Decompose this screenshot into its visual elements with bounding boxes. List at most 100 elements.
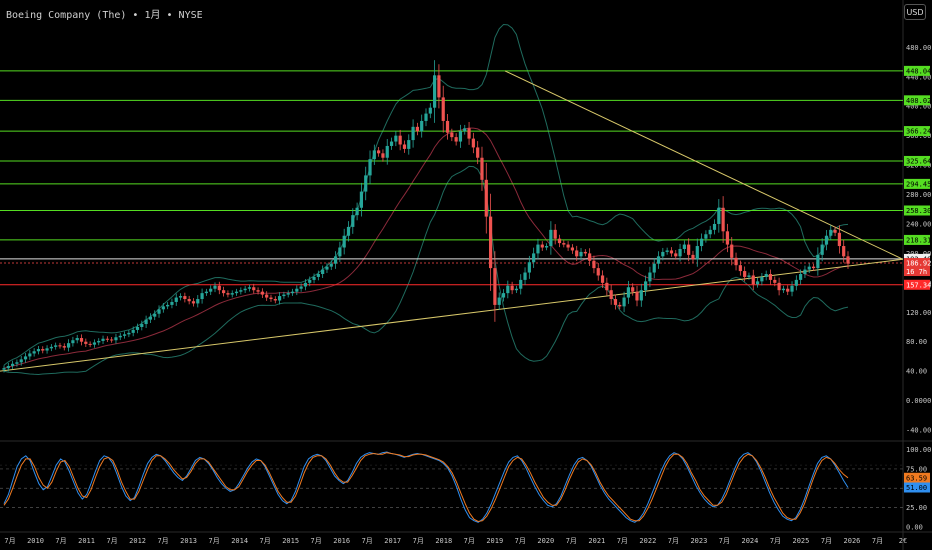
candle-body [54, 345, 58, 347]
candle-body [295, 288, 299, 292]
candle-body [644, 281, 648, 291]
green-level-tag [904, 95, 930, 106]
candle-body [15, 362, 19, 364]
candle-body [394, 135, 398, 142]
candle-body [618, 304, 622, 307]
candle-body [592, 260, 596, 269]
time-axis-label: 2020 [537, 537, 554, 545]
candle-body [557, 238, 562, 244]
green-level-label: 325.64 [906, 157, 931, 165]
candle-body [252, 287, 256, 291]
candle-body [471, 138, 475, 148]
candle-body [708, 229, 712, 235]
currency-button[interactable]: USD [904, 4, 926, 20]
candle-body [648, 272, 652, 282]
time-axis-label: 7月 [515, 537, 526, 545]
candle-body [579, 251, 583, 257]
candle-body [213, 285, 217, 289]
time-axis-label: 7月 [413, 537, 424, 545]
price-tick-label: 240.00 [906, 220, 931, 228]
candle-body [157, 309, 161, 314]
candle-body [837, 232, 841, 247]
candle-body [23, 356, 28, 360]
candle-body [290, 291, 295, 294]
candle-body [174, 297, 178, 302]
candle-body [222, 290, 226, 294]
candle-body [299, 286, 303, 289]
candle-body [596, 268, 600, 276]
candle-body [549, 229, 553, 247]
candle-body [829, 229, 833, 236]
price-tick-label: 0.0000 [906, 397, 931, 405]
candle-body [92, 342, 97, 345]
time-axis-label: 2011 [78, 537, 95, 545]
time-axis-label: 2010 [27, 537, 44, 545]
time-axis-label: 7月 [668, 537, 679, 545]
candle-body [773, 279, 777, 283]
candle-body [527, 262, 531, 273]
candle-body [62, 346, 66, 348]
time-axis-label: 2025 [793, 537, 810, 545]
time-axis-label: 7月 [4, 537, 15, 545]
green-level-label: 294.45 [906, 180, 931, 188]
candle-body [553, 229, 557, 239]
candle-body [84, 341, 88, 344]
candle-body [506, 285, 510, 294]
candle-body [725, 231, 730, 245]
candle-body [178, 296, 183, 298]
stoch-tick-label: 75.00 [906, 465, 927, 473]
time-axis-label: 2024 [741, 537, 758, 545]
candle-body [441, 97, 445, 121]
candle-body [458, 131, 463, 142]
candle-body [781, 288, 786, 291]
candle-body [833, 229, 837, 233]
green-level-tag [904, 234, 930, 245]
candle-body [605, 282, 609, 291]
red-level-label: 157.34 [906, 281, 931, 289]
candle-body [114, 337, 118, 341]
candle-body [338, 247, 342, 257]
bollinger-upper-line [3, 23, 849, 366]
candle-body [747, 275, 751, 277]
stoch-value-tag [904, 472, 930, 483]
candle-body [476, 147, 480, 158]
candle-body [265, 294, 269, 298]
green-level-label: 366.24 [906, 128, 931, 136]
candle-body [88, 343, 92, 345]
green-level-tag [904, 126, 930, 137]
price-tick-label: 480.00 [906, 44, 931, 52]
candle-body [355, 207, 359, 216]
candle-body [682, 244, 686, 249]
candle-body [824, 235, 829, 245]
candle-body [695, 246, 699, 260]
price-tick-label: 280.00 [906, 191, 931, 199]
time-axis-label: 2016 [333, 537, 350, 545]
candle-body [58, 345, 62, 347]
last-price-tag [904, 258, 930, 277]
candle-body [209, 288, 213, 292]
candle-body [200, 293, 204, 300]
candle-body [777, 282, 781, 291]
candle-body [101, 338, 105, 341]
candle-body [368, 159, 372, 176]
candle-body [187, 299, 191, 302]
candle-body [635, 291, 639, 301]
candle-body [118, 335, 122, 338]
candle-body [407, 140, 411, 149]
candle-body [381, 153, 385, 158]
candle-body [532, 253, 536, 263]
candle-body [544, 246, 549, 248]
candle-body [140, 324, 144, 327]
candle-body [699, 238, 704, 247]
candle-body [398, 135, 402, 145]
candle-body [786, 288, 790, 292]
candle-body [734, 257, 738, 266]
candle-body [488, 216, 493, 269]
candle-body [45, 348, 49, 351]
stoch-value-label: 51.00 [906, 484, 927, 492]
candle-body [204, 291, 208, 294]
candle-body [583, 251, 587, 254]
countdown-label: 16 7h [906, 268, 927, 276]
green-level-tag [904, 205, 930, 216]
